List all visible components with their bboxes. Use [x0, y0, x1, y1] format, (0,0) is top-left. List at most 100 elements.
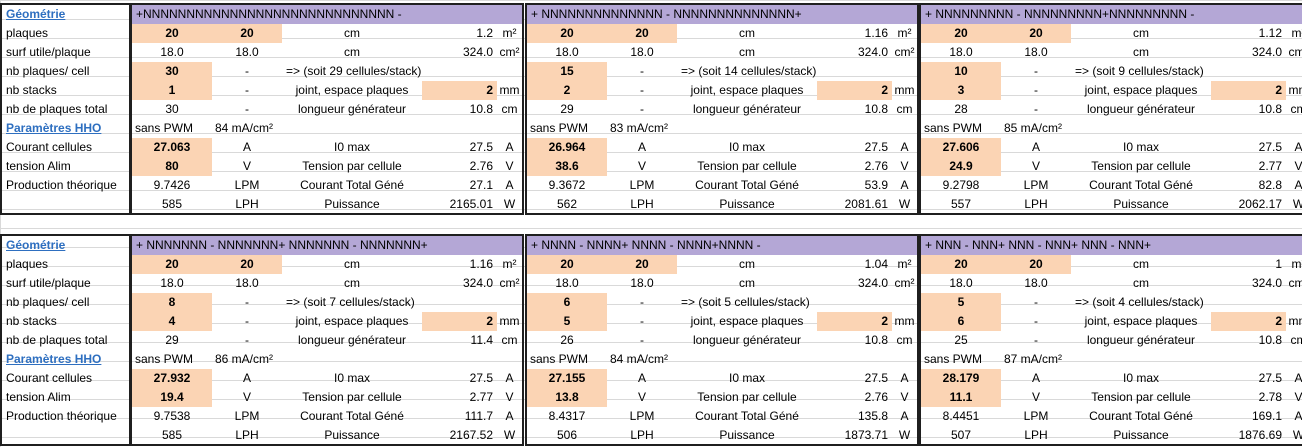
plaques-count-b[interactable]: 20: [607, 24, 677, 43]
puissance-value[interactable]: 2062.17: [1238, 197, 1282, 211]
longueur-value[interactable]: 10.8: [1258, 333, 1282, 347]
nb-stacks[interactable]: 5: [527, 312, 607, 331]
surf-a[interactable]: 18.0: [949, 45, 973, 59]
courant-total-value[interactable]: 169.1: [1251, 409, 1282, 423]
surf-a[interactable]: 18.0: [160, 45, 184, 59]
production-lph[interactable]: 585: [161, 197, 183, 211]
nb-plaques-cell[interactable]: 15: [527, 62, 607, 81]
nb-stacks[interactable]: 1: [132, 81, 212, 100]
i0-max-value[interactable]: 27.5: [469, 371, 493, 385]
surf-value[interactable]: 324.0: [857, 45, 888, 59]
surf-a[interactable]: 18.0: [555, 45, 579, 59]
i0-max-value[interactable]: 27.5: [864, 140, 888, 154]
nb-plaques-cell[interactable]: 30: [132, 62, 212, 81]
tension-alim[interactable]: 24.9: [921, 157, 1001, 176]
i0-max-value[interactable]: 27.5: [1258, 140, 1282, 154]
row-label-parametres-hho[interactable]: Paramètres HHO: [6, 121, 102, 135]
plaques-count-a[interactable]: 20: [132, 255, 212, 274]
surf-b[interactable]: 18.0: [630, 276, 654, 290]
production-lpm[interactable]: 9.7538: [153, 409, 191, 423]
current-density[interactable]: 85 mA/cm²: [1004, 121, 1063, 135]
tension-alim[interactable]: 11.1: [921, 388, 1001, 407]
tension-cellule-value[interactable]: 2.76: [864, 159, 888, 173]
longueur-value[interactable]: 10.8: [864, 333, 888, 347]
block-header[interactable]: + NNNNNNNNNNNNNN - NNNNNNNNNNNNNN+: [527, 5, 917, 24]
plate-spacing[interactable]: 2: [422, 312, 497, 331]
courant-total-value[interactable]: 53.9: [864, 178, 888, 192]
plate-spacing[interactable]: 2: [817, 81, 892, 100]
tension-alim[interactable]: 80: [132, 157, 212, 176]
plate-spacing[interactable]: 2: [817, 312, 892, 331]
nb-plaques-cell[interactable]: 8: [132, 293, 212, 312]
courant-cellules[interactable]: 27.606: [921, 138, 1001, 157]
tension-cellule-value[interactable]: 2.78: [1258, 390, 1282, 404]
row-label-geometrie[interactable]: Géométrie: [6, 7, 66, 21]
block-header[interactable]: +NNNNNNNNNNNNNNNNNNNNNNNNNNNNN -: [132, 5, 522, 24]
production-lph[interactable]: 507: [950, 428, 972, 442]
current-density[interactable]: 84 mA/cm²: [610, 352, 669, 366]
nb-plaques-cell[interactable]: 5: [921, 293, 1001, 312]
surf-value[interactable]: 324.0: [462, 276, 493, 290]
courant-cellules[interactable]: 27.063: [132, 138, 212, 157]
tension-alim[interactable]: 38.6: [527, 157, 607, 176]
plaques-count-a[interactable]: 20: [921, 255, 1001, 274]
surf-b[interactable]: 18.0: [235, 276, 259, 290]
courant-total-value[interactable]: 82.8: [1258, 178, 1282, 192]
surf-a[interactable]: 18.0: [160, 276, 184, 290]
longueur-value[interactable]: 11.4: [470, 333, 493, 347]
surf-value[interactable]: 324.0: [857, 276, 888, 290]
production-lpm[interactable]: 9.2798: [942, 178, 980, 192]
current-density[interactable]: 84 mA/cm²: [215, 121, 274, 135]
current-density[interactable]: 87 mA/cm²: [1004, 352, 1063, 366]
plaques-count-a[interactable]: 20: [921, 24, 1001, 43]
plaques-count-a[interactable]: 20: [132, 24, 212, 43]
courant-total-value[interactable]: 111.7: [464, 409, 493, 423]
plaques-value[interactable]: 1.12: [1258, 26, 1282, 40]
block-header[interactable]: + NNN - NNN+ NNN - NNN+ NNN - NNN+: [921, 236, 1302, 255]
production-lpm[interactable]: 8.4317: [548, 409, 586, 423]
tension-cellule-value[interactable]: 2.77: [469, 390, 493, 404]
production-lph[interactable]: 562: [556, 197, 578, 211]
surf-value[interactable]: 324.0: [1251, 45, 1282, 59]
tension-cellule-value[interactable]: 2.76: [864, 390, 888, 404]
block-header[interactable]: + NNNN - NNNN+ NNNN - NNNN+NNNN -: [527, 236, 917, 255]
surf-b[interactable]: 18.0: [235, 45, 259, 59]
courant-cellules[interactable]: 27.932: [132, 369, 212, 388]
plaques-value[interactable]: 1.16: [469, 257, 493, 271]
longueur-value[interactable]: 10.8: [469, 102, 493, 116]
total-plates[interactable]: 28: [954, 102, 968, 116]
production-lph[interactable]: 506: [556, 428, 578, 442]
plaques-value[interactable]: 1: [1275, 257, 1282, 271]
surf-a[interactable]: 18.0: [949, 276, 973, 290]
nb-stacks[interactable]: 4: [132, 312, 212, 331]
courant-total-value[interactable]: 135.8: [857, 409, 888, 423]
puissance-value[interactable]: 2165.01: [449, 197, 493, 211]
i0-max-value[interactable]: 27.5: [1258, 371, 1282, 385]
plaques-count-a[interactable]: 20: [527, 255, 607, 274]
production-lph[interactable]: 557: [950, 197, 972, 211]
nb-plaques-cell[interactable]: 10: [921, 62, 1001, 81]
surf-b[interactable]: 18.0: [1024, 45, 1048, 59]
plaques-count-b[interactable]: 20: [607, 255, 677, 274]
nb-plaques-cell[interactable]: 6: [527, 293, 607, 312]
nb-stacks[interactable]: 3: [921, 81, 1001, 100]
longueur-value[interactable]: 10.8: [1258, 102, 1282, 116]
surf-value[interactable]: 324.0: [1251, 276, 1282, 290]
production-lph[interactable]: 585: [161, 428, 183, 442]
current-density[interactable]: 83 mA/cm²: [610, 121, 669, 135]
row-label-geometrie[interactable]: Géométrie: [6, 238, 66, 252]
tension-cellule-value[interactable]: 2.77: [1258, 159, 1282, 173]
courant-total-value[interactable]: 27.1: [469, 178, 493, 192]
surf-b[interactable]: 18.0: [630, 45, 654, 59]
production-lpm[interactable]: 9.3672: [548, 178, 586, 192]
courant-cellules[interactable]: 27.155: [527, 369, 607, 388]
plate-spacing[interactable]: 2: [422, 81, 497, 100]
plaques-value[interactable]: 1.16: [864, 26, 888, 40]
surf-a[interactable]: 18.0: [555, 276, 579, 290]
plaques-count-b[interactable]: 20: [212, 24, 282, 43]
plate-spacing[interactable]: 2: [1211, 81, 1286, 100]
nb-stacks[interactable]: 6: [921, 312, 1001, 331]
total-plates[interactable]: 29: [560, 102, 574, 116]
total-plates[interactable]: 25: [954, 333, 968, 347]
surf-value[interactable]: 324.0: [462, 45, 493, 59]
